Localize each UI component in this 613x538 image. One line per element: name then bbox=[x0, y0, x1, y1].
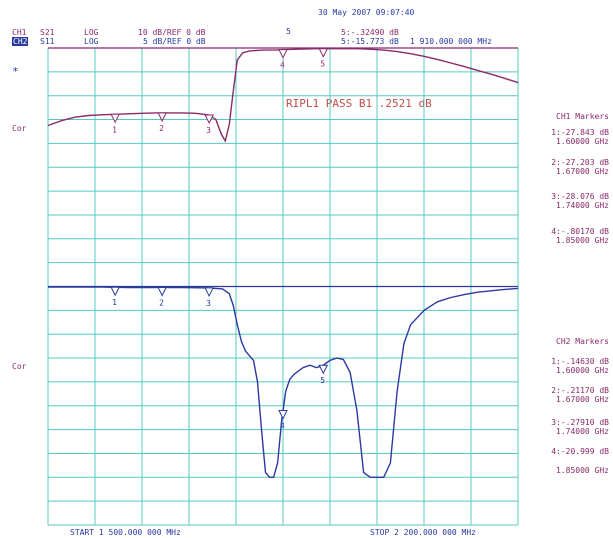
ch2-markers-title: CH2 Markers bbox=[556, 337, 609, 346]
ch2-marker-3-value: 3:-.27910 dB bbox=[551, 418, 609, 427]
ch1-marker-1-label: 1 bbox=[112, 125, 117, 134]
ch1-correction-label: Cor bbox=[12, 124, 27, 133]
ch2-marker-1-freq: 1.60000 GHz bbox=[556, 366, 609, 375]
ch1-marker-2-label: 2 bbox=[159, 124, 164, 133]
timestamp: 30 May 2007 09:07:40 bbox=[318, 8, 415, 17]
ch2-marker-2-freq: 1.67000 GHz bbox=[556, 395, 609, 404]
ch1-marker-5-label: 5 bbox=[320, 60, 325, 69]
ch2-marker-1-value: 1:-.14630 dB bbox=[551, 357, 609, 366]
ch2-marker-4 bbox=[278, 410, 288, 420]
ch2-correction-label: Cor bbox=[12, 362, 27, 371]
ch1-marker-3 bbox=[204, 114, 214, 125]
ch2-scale: 5 dB/REF 0 dB bbox=[143, 37, 206, 46]
ch1-marker-4 bbox=[278, 49, 288, 59]
ch2-marker-2-value: 2:-.21170 dB bbox=[551, 386, 609, 395]
ch1-marker-3-freq: 1.74000 GHz bbox=[556, 201, 609, 210]
ch2-marker-5-label: 5 bbox=[320, 376, 325, 385]
ch1-marker-2 bbox=[157, 112, 167, 122]
ch1-marker-1-value: 1:-27.843 dB bbox=[551, 128, 609, 137]
ch1-markers-title: CH1 Markers bbox=[556, 112, 609, 121]
ch2-marker-2 bbox=[157, 286, 167, 297]
ch1-marker-5 bbox=[318, 48, 329, 58]
ch1-marker-4-label: 4 bbox=[280, 61, 285, 70]
ch2-marker-3-freq: 1.74000 GHz bbox=[556, 427, 609, 436]
ch2-marker-3-label: 3 bbox=[206, 299, 211, 308]
ch2-marker-1-label: 1 bbox=[112, 298, 117, 307]
ch2-marker-1 bbox=[110, 286, 120, 297]
marker5-ch2-readout: 5:-15.773 dB bbox=[341, 37, 399, 46]
ch1-param: S21 bbox=[40, 28, 55, 37]
ch2-param: S11 bbox=[40, 37, 55, 46]
ch1-marker-3-value: 3:-28.076 dB bbox=[551, 192, 609, 201]
ch1-marker-3-label: 3 bbox=[206, 126, 211, 135]
start-frequency: START 1 500.000 000 MHz bbox=[70, 528, 181, 537]
ch2-format: LOG bbox=[84, 37, 99, 46]
ch2-label: CH2 bbox=[12, 37, 29, 46]
ch2-trace bbox=[48, 286, 519, 478]
active-marker-number: 5 bbox=[286, 27, 291, 36]
ch2-marker-4-freq: 1.85000 GHz bbox=[556, 466, 609, 475]
ch2-marker-3 bbox=[204, 287, 214, 298]
ch1-marker-2-value: 2:-27.203 dB bbox=[551, 158, 609, 167]
ch2-marker-2-label: 2 bbox=[159, 298, 164, 307]
ch1-label: CH1 bbox=[12, 28, 27, 37]
ch2-marker-5 bbox=[318, 364, 329, 375]
ch1-marker-1-freq: 1.60000 GHz bbox=[556, 137, 609, 146]
ch2-marker-4-label: 4 bbox=[280, 422, 285, 431]
ch1-marker-4-value: 4:-.80170 dB bbox=[551, 227, 609, 236]
ch1-trace bbox=[47, 47, 519, 143]
ch1-marker-4-freq: 1.85000 GHz bbox=[556, 236, 609, 245]
marker5-ch1-readout: 5:-.32490 dB bbox=[341, 28, 399, 37]
ch1-marker-1 bbox=[110, 113, 120, 124]
ch1-marker-2-freq: 1.67000 GHz bbox=[556, 167, 609, 176]
ch2-marker-4-value: 4:-20.999 dB bbox=[551, 447, 609, 456]
ch1-scale: 10 dB/REF 0 dB bbox=[138, 28, 206, 37]
stop-frequency: STOP 2 200.000 000 MHz bbox=[370, 528, 476, 537]
ch2-label-badge: CH2 bbox=[12, 37, 29, 46]
ch1-format: LOG bbox=[84, 28, 99, 37]
marker5-frequency: 1 910.000 000 MHz bbox=[410, 37, 492, 46]
ch1-active-dot: * bbox=[12, 65, 19, 78]
ripple-limit-text: RIPL1 PASS B1 .2521 dB bbox=[286, 97, 432, 110]
